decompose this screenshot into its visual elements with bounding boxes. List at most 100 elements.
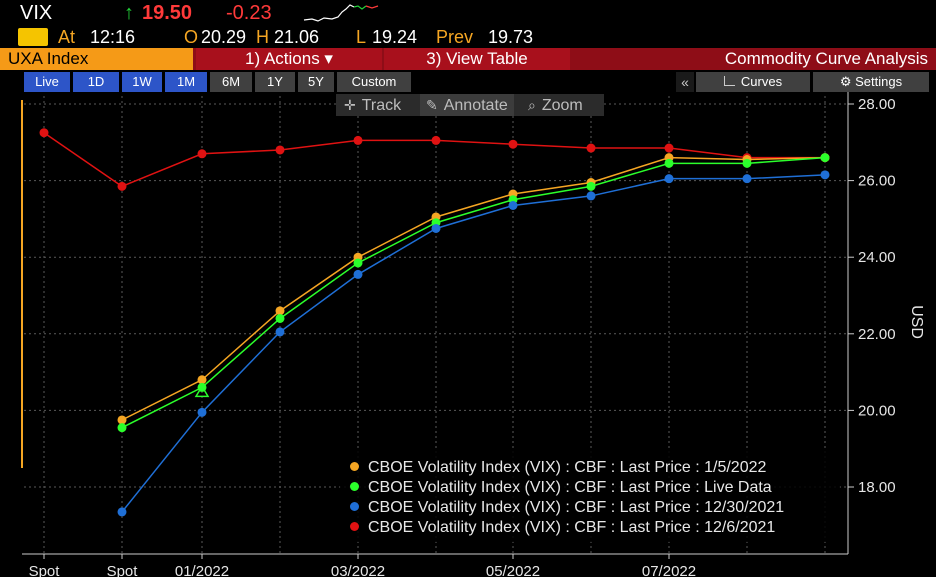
view-table-button[interactable]: 3) View Table [384,48,570,70]
data-point [508,139,518,149]
data-point [431,135,441,145]
y-axis-label: USD [908,305,925,339]
data-point [197,375,207,385]
annotate-label: Annotate [443,97,508,114]
y-tick-label: 26.00 [858,173,896,190]
legend-label: CBOE Volatility Index (VIX) : CBF : Last… [368,479,772,496]
series-line [121,156,826,429]
range-1y[interactable]: 1Y [255,72,295,92]
range-5y[interactable]: 5Y [298,72,334,92]
legend-dot [350,482,359,491]
legend-item[interactable]: CBOE Volatility Index (VIX) : CBF : Last… [350,478,772,498]
range-1w[interactable]: 1W [122,72,162,92]
range-toolbar: Live 1D 1W 1M 6M 1Y 5Y Custom « Curves ⚙… [0,72,936,92]
data-point [431,223,441,233]
low-label: L [356,27,367,47]
data-point [353,258,363,268]
x-tick-label: 07/2022 [642,563,696,577]
data-point [39,128,49,138]
open-label: O [184,27,199,47]
low-value: 19.24 [372,27,418,47]
at-label: At [58,27,76,47]
legend-label: CBOE Volatility Index (VIX) : CBF : Last… [368,459,767,476]
zoom-label: Zoom [541,97,583,114]
y-tick-label: 22.00 [858,326,896,343]
range-6m[interactable]: 6M [210,72,252,92]
data-point [820,170,830,180]
y-tick-label: 18.00 [858,479,896,496]
open-value: 20.29 [201,27,247,47]
curves-icon [723,76,735,86]
y-tick-label: 28.00 [858,96,896,113]
pencil-icon: ✎ [426,97,438,113]
data-point [664,174,674,184]
track-tool[interactable]: ✛ Track [344,94,401,116]
curves-button[interactable]: Curves [696,72,810,92]
x-tick-label: 05/2022 [486,563,540,577]
quote-time: 12:16 [90,27,136,47]
series-line [121,156,826,421]
crosshair-icon: ✛ [344,97,356,113]
y-tick-label: 24.00 [858,249,896,266]
legend-dot [350,462,359,471]
legend-label: CBOE Volatility Index (VIX) : CBF : Last… [368,519,776,536]
range-1d[interactable]: 1D [73,72,119,92]
data-point [742,158,752,168]
data-point [117,423,127,433]
sparkline-icon [303,4,379,22]
x-tick-label: Spot [107,563,139,577]
y-tick-label: 20.00 [858,402,896,419]
zoom-tool[interactable]: ⌕ Zoom [528,94,583,116]
data-point [353,269,363,279]
annotate-tool[interactable]: ✎ Annotate [420,94,514,116]
legend-dot [350,522,359,531]
legend-item[interactable]: CBOE Volatility Index (VIX) : CBF : Last… [350,458,766,478]
settings-button[interactable]: ⚙ Settings [813,72,929,92]
high-label: H [256,27,269,47]
data-point [197,407,207,417]
ticker-symbol[interactable]: VIX [20,2,53,24]
data-point [275,327,285,337]
curve-chart[interactable]: 28.00 26.00 24.00 22.00 20.00 18.00 USD Spot Spo… [0,92,936,577]
prev-value: 19.73 [488,27,534,47]
data-point [664,143,674,153]
x-tick-label: 03/2022 [331,563,385,577]
data-point [275,145,285,155]
data-point [117,181,127,191]
high-value: 21.06 [274,27,320,47]
range-live[interactable]: Live [24,72,70,92]
series-line [121,174,826,513]
security-field[interactable]: UXA Index [0,48,193,70]
x-tick-label: Spot [29,563,61,577]
legend-dot [350,502,359,511]
clock-icon [18,28,48,46]
collapse-button[interactable]: « [676,72,694,92]
data-point [117,507,127,517]
range-custom[interactable]: Custom [337,72,411,92]
last-price: 19.50 [142,2,193,24]
legend-item[interactable]: CBOE Volatility Index (VIX) : CBF : Last… [350,498,784,518]
data-point [586,191,596,201]
data-point [117,415,127,425]
legend-item[interactable]: CBOE Volatility Index (VIX) : CBF : Last… [350,518,775,538]
data-point [508,200,518,210]
quote-row: At 12:16 O 20.29 H 21.06 L 19.24 Prev 19… [0,26,936,48]
chart-tools: ✛ Track ✎ Annotate ⌕ Zoom [336,94,604,116]
x-tick-label: 01/2022 [175,563,229,577]
prev-label: Prev [436,27,474,47]
triangle-marker [194,384,210,398]
data-point [275,313,285,323]
data-point [353,135,363,145]
data-point [742,174,752,184]
data-point [586,143,596,153]
data-point [664,158,674,168]
track-label: Track [361,97,402,114]
range-1m[interactable]: 1M [165,72,207,92]
up-arrow-icon: ↑ [124,2,134,24]
actions-menu[interactable]: 1) Actions ▾ [196,48,382,70]
data-point [197,149,207,159]
function-title: Commodity Curve Analysis [724,49,928,68]
ticker-row: VIX ↑ 19.50 -0.23 [0,0,936,26]
data-point [586,181,596,191]
curves-label: Curves [740,74,783,89]
